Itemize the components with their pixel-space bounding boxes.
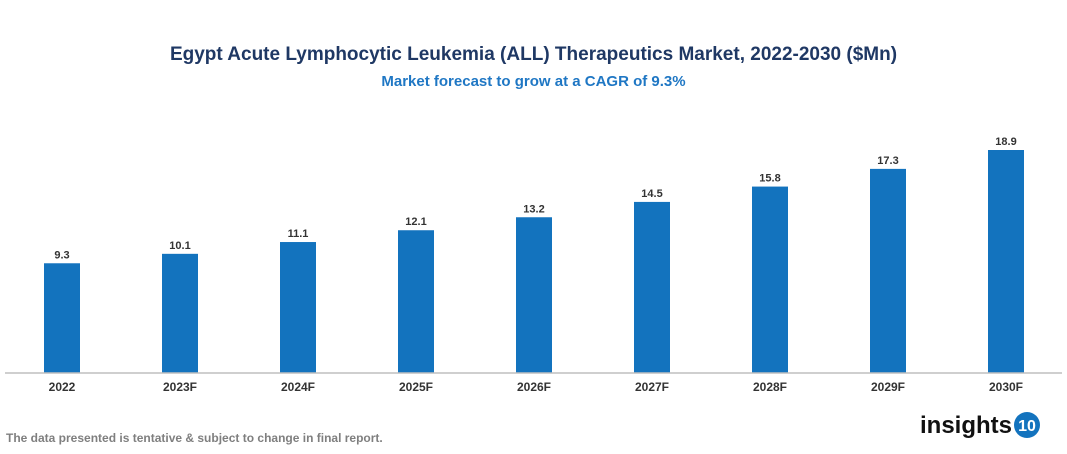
data-label: 13.2 (523, 203, 544, 215)
bar (988, 150, 1024, 373)
bar (162, 253, 198, 373)
data-label: 12.1 (405, 216, 426, 228)
data-label: 15.8 (759, 173, 780, 185)
insights10-logo: insights 10 (920, 412, 1040, 439)
svg-text:insights: insights (920, 412, 1012, 439)
x-tick-label: 2025F (399, 380, 433, 394)
footnote: The data presented is tentative & subjec… (6, 431, 383, 445)
x-tick-label: 2024F (281, 380, 315, 394)
data-label: 9.3 (54, 249, 69, 261)
svg-text:10: 10 (1018, 418, 1036, 435)
x-tick-label: 2022 (49, 380, 76, 394)
data-label: 11.1 (288, 228, 309, 240)
bar (516, 217, 552, 373)
data-label: 14.5 (641, 188, 662, 200)
data-label: 17.3 (877, 155, 898, 167)
x-tick-label: 2027F (635, 380, 669, 394)
bar (870, 168, 906, 373)
x-tick-label: 2029F (871, 380, 905, 394)
x-tick-label: 2030F (989, 380, 1023, 394)
bar (634, 201, 670, 373)
data-label: 18.9 (995, 136, 1016, 148)
bar (44, 263, 80, 373)
bar (752, 186, 788, 373)
x-tick-label: 2028F (753, 380, 787, 394)
bar (280, 242, 316, 373)
x-tick-label: 2023F (163, 380, 197, 394)
chart-title: Egypt Acute Lymphocytic Leukemia (ALL) T… (169, 44, 898, 65)
x-tick-label: 2026F (517, 380, 551, 394)
data-label: 10.1 (169, 240, 190, 252)
chart-subtitle: Market forecast to grow at a CAGR of 9.3… (381, 73, 686, 90)
bar (398, 230, 434, 373)
